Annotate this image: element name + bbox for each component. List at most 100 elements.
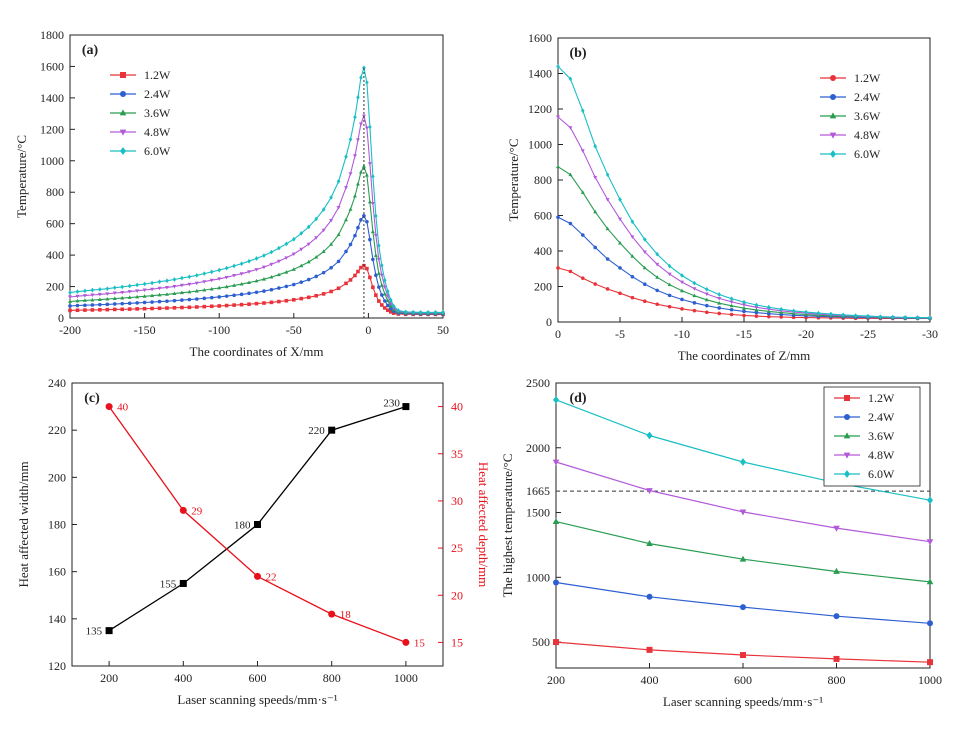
- panel-0-1.2W-point: [353, 273, 357, 278]
- panel-0-6.0W-point: [209, 269, 214, 275]
- panel-1-6.0W-point: [667, 263, 672, 269]
- panel-1-1.2W-point: [667, 304, 672, 309]
- panel-1-3.6W-point: [556, 164, 560, 169]
- panel-2-series-0-line: [108, 405, 407, 632]
- panel-0-2.4W-point: [374, 273, 378, 278]
- panel-3-legend-label: 1.2W: [868, 391, 895, 405]
- panel-0-6.0W-point: [348, 137, 353, 142]
- panel-0-4.8W-point: [239, 272, 244, 276]
- panel-1-tag: (b): [569, 46, 586, 61]
- panel-0-6.0W-point: [277, 245, 281, 251]
- panel-0-4.8W-point: [209, 278, 214, 283]
- panel-1-1.2W-point: [581, 276, 585, 280]
- panel-1-series-6.0W-line: [557, 66, 931, 319]
- panel-0-1.2W-point: [359, 265, 363, 270]
- panel-1-4.8W-point: [680, 280, 684, 285]
- panel-0-3.6W-point: [97, 297, 102, 301]
- panel-1-6.0W-point: [593, 143, 597, 149]
- panel-3-3.6W-point: [552, 518, 560, 525]
- panel-2-series-0-point: [254, 521, 261, 528]
- panel-1-xtick-label: -5: [615, 327, 625, 341]
- panel-1-ylabel: Temperature/°C: [506, 139, 521, 222]
- panel-0-series-4.8W-markers: [68, 114, 445, 316]
- panel-0-1.2W-point: [105, 307, 110, 312]
- panel-0-6.0W-point: [368, 124, 372, 130]
- panel-1-ytick-label: 1600: [528, 31, 552, 45]
- panel-1-4.8W-point: [754, 305, 759, 310]
- panel-0-legend-entry: 2.4W: [110, 87, 171, 101]
- panel-0-4.8W-point: [82, 294, 87, 298]
- panel-1-6.0W-point: [742, 299, 746, 305]
- panel-2-series-1-data-label: 40: [117, 402, 129, 414]
- panel-1-3.6W-point: [618, 240, 622, 245]
- panel-1-series-3.6W-markers: [556, 164, 932, 320]
- panel-0-4.8W-point: [127, 290, 132, 294]
- panel-0-2.4W-point: [157, 299, 162, 304]
- panel-0-4.8W-point: [373, 233, 378, 238]
- panel-1-6.0W-point: [841, 312, 845, 318]
- panel-3-ytick-label: 500: [532, 635, 550, 649]
- panel-0-ytick-label: 400: [46, 248, 64, 262]
- panel-0-6.0W-point: [374, 213, 378, 219]
- panel-0-xtick-label: -150: [134, 323, 156, 337]
- panel-1-legend-entry: 3.6W: [820, 109, 881, 123]
- panel-3-6.0W-point: [646, 431, 653, 440]
- panel-2-series-0-point: [328, 426, 336, 434]
- panel-1-6.0W-point: [878, 314, 883, 320]
- panel-0-3.6W-point: [358, 170, 363, 174]
- panel-1-3.6W-point: [692, 293, 697, 298]
- panel-1-4.8W-point: [568, 126, 573, 130]
- panel-0-series-6.0W-line: [69, 67, 443, 313]
- panel-0-2.4W-point: [180, 298, 184, 302]
- panel-2-ytick-right-label: 30: [451, 494, 463, 508]
- panel-1-6.0W-point: [705, 287, 709, 292]
- panel-0-4.8W-point: [261, 265, 266, 270]
- panel-0-2.4W-point: [105, 302, 110, 307]
- panel-1-legend-marker: [830, 150, 836, 158]
- panel-0-2.4W-point: [247, 291, 251, 296]
- panel-1-6.0W-point: [630, 219, 635, 225]
- panel-3-2.4W-point: [553, 579, 559, 586]
- panel-0-3.6W-point: [209, 286, 214, 291]
- panel-0-2.4W-point: [224, 294, 229, 298]
- panel-2-series-1-data-label: 18: [340, 609, 352, 621]
- panel-0-2.4W-point: [150, 300, 154, 304]
- panel-0-legend-label: 1.2W: [144, 68, 171, 82]
- panel-0-4.8W-point: [75, 294, 80, 299]
- panel-2-series-0-point: [179, 579, 187, 587]
- panel-0-xlabel: The coordinates of X/mm: [190, 344, 324, 359]
- panel-1-1.2W-point: [643, 299, 647, 304]
- panel-3-3.6W-point: [739, 555, 747, 562]
- panel-0-2.4W-point: [254, 290, 259, 295]
- panel-0-xtick-label: -200: [59, 323, 81, 337]
- panel-0-legend-entry: 3.6W: [110, 106, 171, 120]
- panel-0-4.8W-point: [172, 284, 177, 289]
- panel-3-1.2W-point: [927, 659, 933, 666]
- panel-0-6.0W-point: [306, 224, 311, 230]
- panel-3-series-3.6W-line: [555, 521, 931, 583]
- panel-0-ytick-label: 0: [58, 311, 64, 325]
- panel-0-4.8W-point: [217, 277, 222, 282]
- panel-2-series-1-point: [105, 403, 113, 411]
- panel-0-legend-marker: [119, 109, 127, 116]
- panel-0-tag: (a): [82, 43, 99, 58]
- panel-0-4.8W-point: [105, 292, 110, 296]
- panel-1-2.4W-point: [593, 245, 597, 250]
- panel-3-legend-marker: [844, 395, 850, 401]
- panel-0-6.0W-point: [356, 95, 360, 100]
- panel-0-6.0W-point: [105, 286, 110, 291]
- panel-0-2.4W-point: [98, 302, 102, 307]
- panel-1-4.8W-point: [717, 296, 722, 301]
- panel-0-3.6W-point: [202, 287, 207, 292]
- panel-0-6.0W-point: [127, 283, 132, 289]
- panel-0-6.0W-point: [83, 288, 87, 294]
- panel-0-3.6W-point: [367, 199, 372, 204]
- panel-0-2.4W-point: [284, 284, 289, 289]
- panel-3-1.2W-point: [646, 646, 653, 653]
- panel-2-series-1-data-label: 15: [414, 637, 426, 649]
- panel-1-6.0W-point: [767, 304, 771, 310]
- panel-0-2.4W-point: [209, 295, 214, 300]
- panel-2-xtick-label: 800: [323, 671, 341, 685]
- panel-1-4.8W-point: [556, 115, 560, 120]
- panel-0-6.0W-point: [336, 179, 341, 184]
